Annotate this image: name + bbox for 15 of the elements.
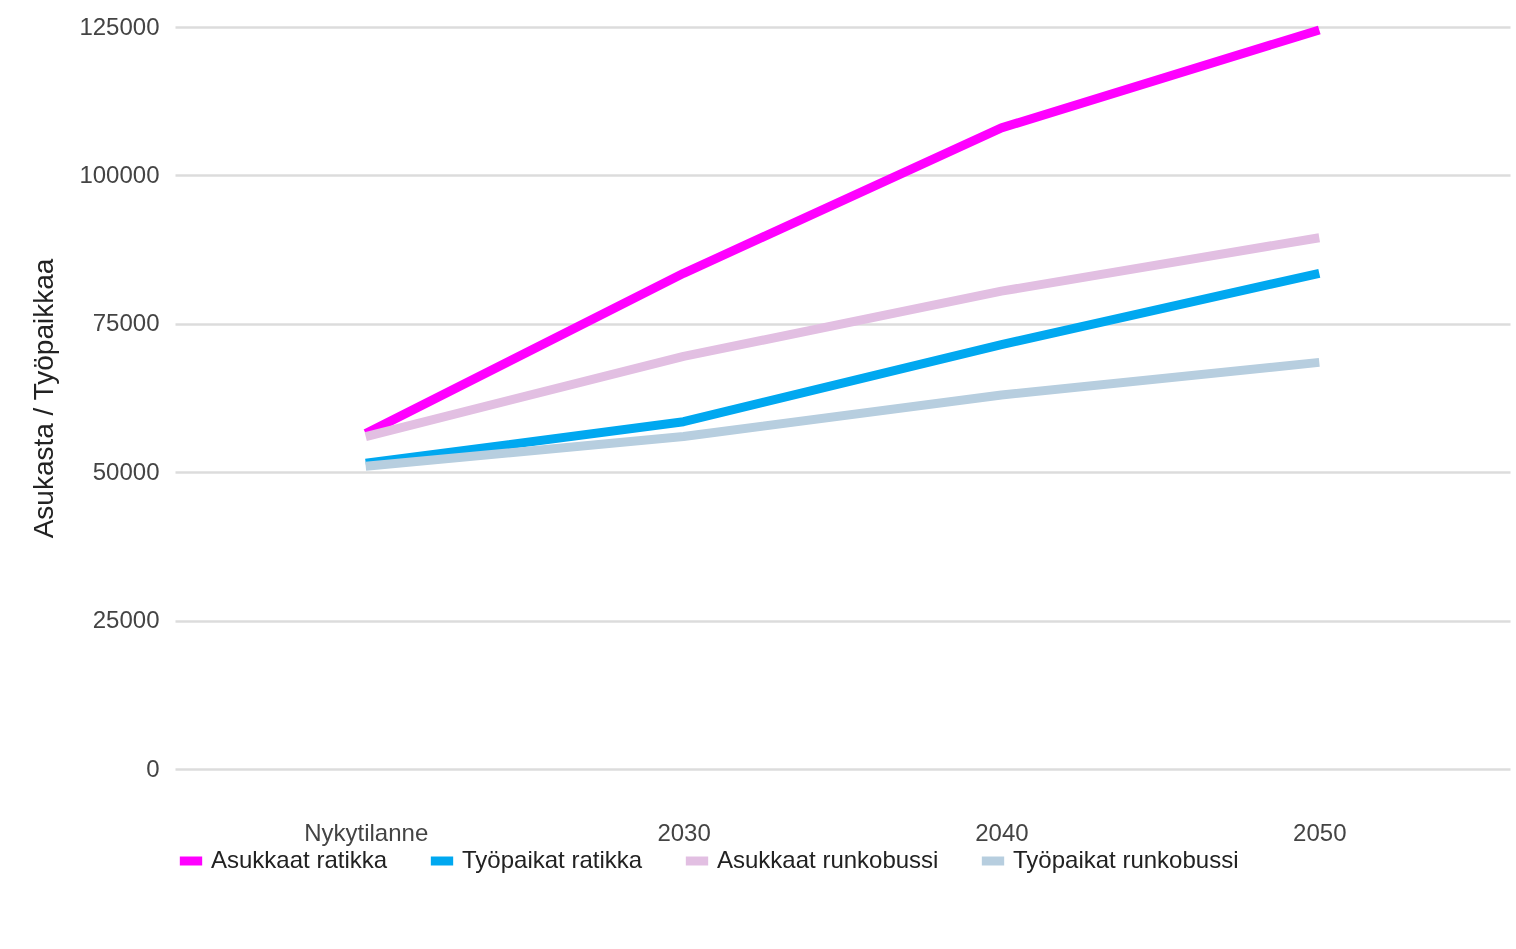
x-tick-label: Nykytilanne (304, 818, 429, 846)
y-tick-label: 75000 (92, 309, 160, 337)
legend-label: Asukkaat ratikka (211, 846, 388, 873)
legend-label: Työpaikat runkobussi (1013, 846, 1239, 873)
x-tick-label: 2050 (1293, 818, 1347, 846)
legend-label: Työpaikat ratikka (462, 846, 643, 873)
y-axis-title: Asukasta / Työpaikkaa (28, 258, 60, 539)
y-tick-label: 125000 (79, 12, 160, 40)
legend-label: Asukkaat runkobussi (717, 846, 939, 873)
x-tick-label: 2040 (975, 818, 1029, 846)
y-tick-label: 50000 (92, 457, 160, 485)
x-tick-label: 2030 (657, 818, 711, 846)
y-tick-label: 0 (146, 754, 160, 782)
y-tick-label: 100000 (79, 160, 160, 188)
y-tick-label: 25000 (92, 606, 160, 634)
